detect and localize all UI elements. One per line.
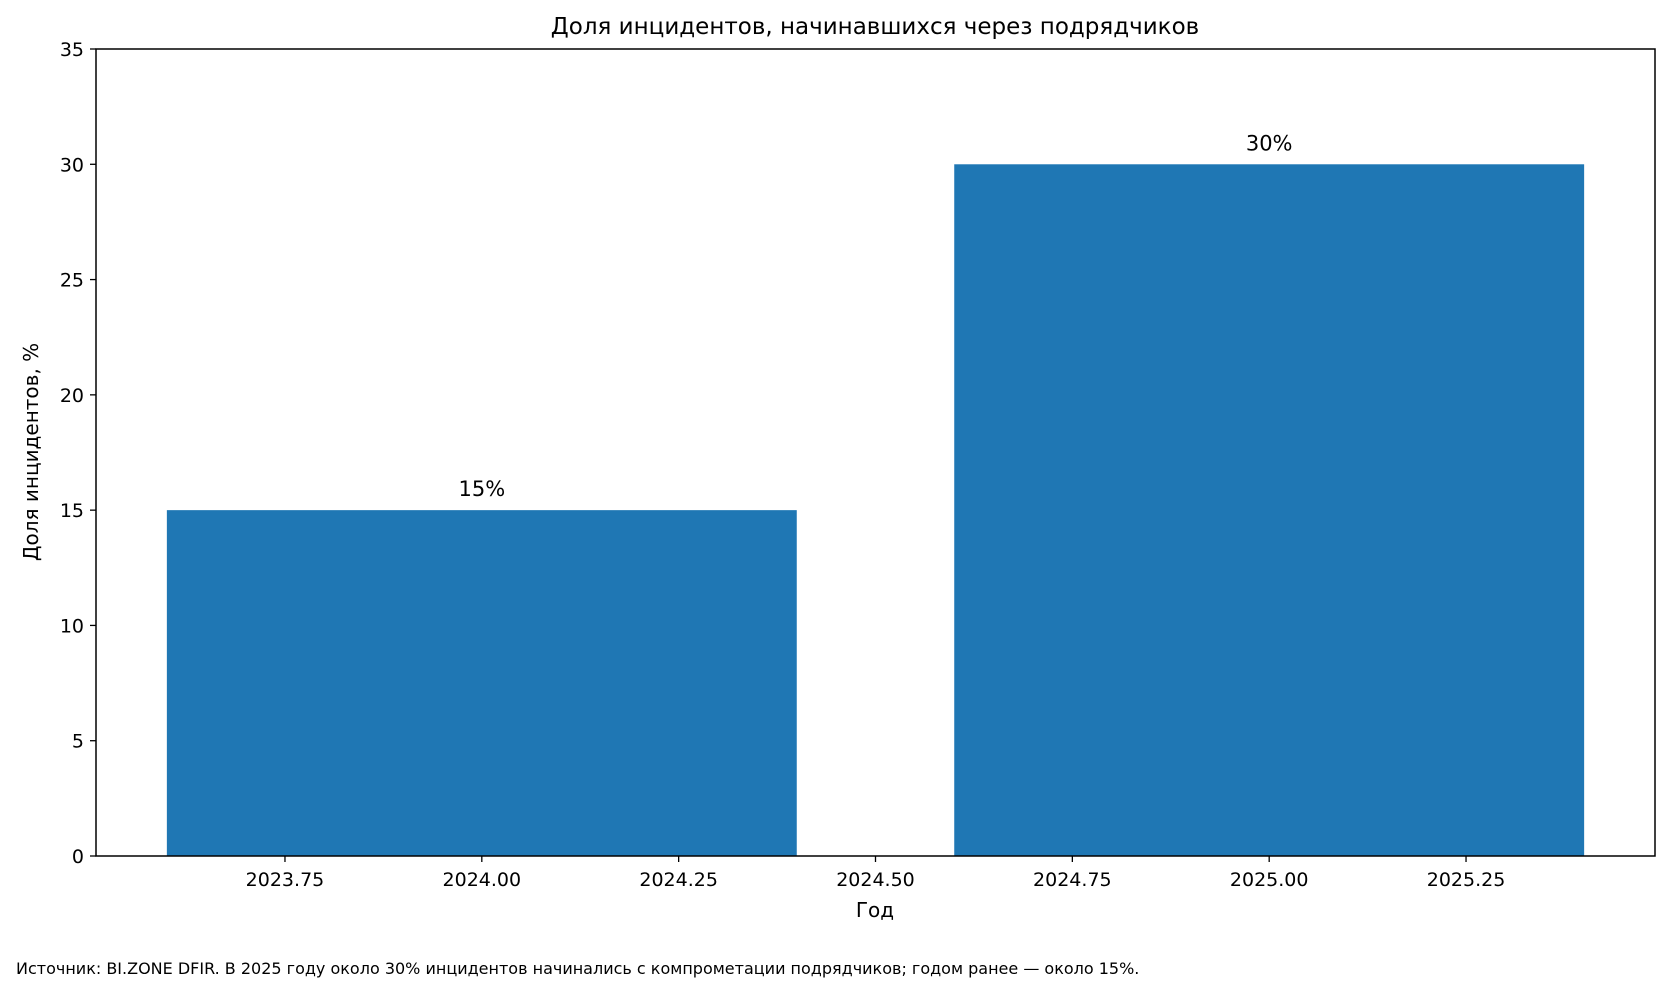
bar-2025: [954, 164, 1585, 857]
y-axis-label: Доля инцидентов, %: [19, 343, 43, 561]
bar-data-label: 30%: [1246, 131, 1293, 155]
y-tick-label: 30: [60, 154, 84, 176]
axes-frame: [95, 48, 1656, 857]
chart-title: Доля инцидентов, начинавшихся через подр…: [551, 14, 1199, 40]
x-tick-label: 2024.50: [836, 869, 915, 891]
bar-2024: [166, 510, 797, 856]
x-tick-label: 2025.00: [1230, 869, 1309, 891]
y-tick-label: 5: [72, 731, 84, 753]
footnote: Источник: BI.ZONE DFIR. В 2025 году окол…: [16, 959, 1139, 978]
bar-data-label: 15%: [458, 477, 505, 501]
y-tick-label: 35: [60, 39, 84, 61]
y-tick-label: 15: [60, 500, 84, 522]
y-tick-label: 20: [60, 385, 84, 407]
x-tick-label: 2025.25: [1427, 869, 1506, 891]
y-tick-label: 0: [72, 846, 84, 868]
x-tick-label: 2023.75: [246, 869, 325, 891]
x-tick-label: 2024.00: [443, 869, 522, 891]
y-tick-label: 25: [60, 270, 84, 292]
y-tick-label: 10: [60, 615, 84, 637]
x-axis-label: Год: [856, 898, 894, 922]
x-tick-label: 2024.25: [639, 869, 718, 891]
x-tick-label: 2024.75: [1033, 869, 1112, 891]
